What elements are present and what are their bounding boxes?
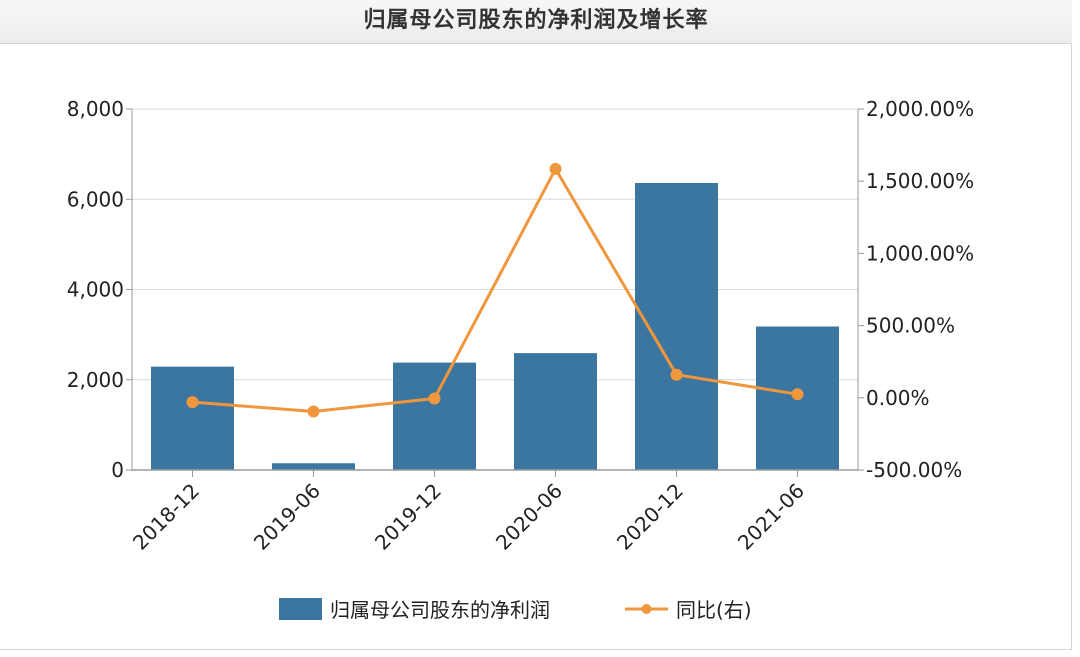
y-left-tick-label: 6,000 <box>67 187 124 211</box>
x-tick-label: 2021-06 <box>733 479 809 555</box>
point-2018-12 <box>186 396 199 409</box>
axes: 0 2,000 4,000 6,000 8,000 -500.00% 0.00% 500.00… <box>67 97 974 555</box>
x-tick-label: 2020-12 <box>612 479 688 555</box>
legend-swatch-bar <box>279 598 322 620</box>
y-right-tick-label: 2,000.00% <box>866 97 974 121</box>
x-tick-label: 2020-06 <box>491 479 567 555</box>
x-tick-label: 2019-06 <box>249 479 325 555</box>
bar-2018-12 <box>151 366 234 470</box>
line-series <box>186 162 804 418</box>
y-left-tick-label: 4,000 <box>67 278 124 302</box>
bar-2019-06 <box>272 463 355 470</box>
bar-2020-06 <box>514 353 597 470</box>
point-2019-06 <box>307 405 320 418</box>
bar-series <box>151 183 839 470</box>
legend-label-bar: 归属母公司股东的净利润 <box>330 598 550 622</box>
point-2021-06 <box>791 388 804 401</box>
y-left-tick-label: 0 <box>111 458 124 482</box>
y-left-tick-label: 8,000 <box>67 97 124 121</box>
y-left-tick-label: 2,000 <box>67 368 124 392</box>
y-right-tick-label: 0.00% <box>866 386 930 410</box>
grid-lines <box>132 108 859 470</box>
legend-swatch-dot <box>641 604 652 614</box>
y-right-tick-label: -500.00% <box>866 458 962 482</box>
bar-2019-12 <box>393 362 476 470</box>
y-right-tick-label: 1,000.00% <box>866 241 974 265</box>
chart-title: 归属母公司股东的净利润及增长率 <box>0 0 1072 44</box>
line-yoy <box>192 167 798 414</box>
legend-label-line: 同比(右) <box>676 598 752 622</box>
y-right-tick-label: 1,500.00% <box>866 169 974 193</box>
point-2020-06 <box>549 162 562 175</box>
y-right-tick-label: 500.00% <box>866 314 955 338</box>
legend: 归属母公司股东的净利润 同比(右) <box>279 598 752 622</box>
point-2019-12 <box>428 392 441 405</box>
x-tick-label: 2018-12 <box>128 479 204 555</box>
point-2020-12 <box>670 368 683 381</box>
x-tick-label: 2019-12 <box>370 479 446 555</box>
